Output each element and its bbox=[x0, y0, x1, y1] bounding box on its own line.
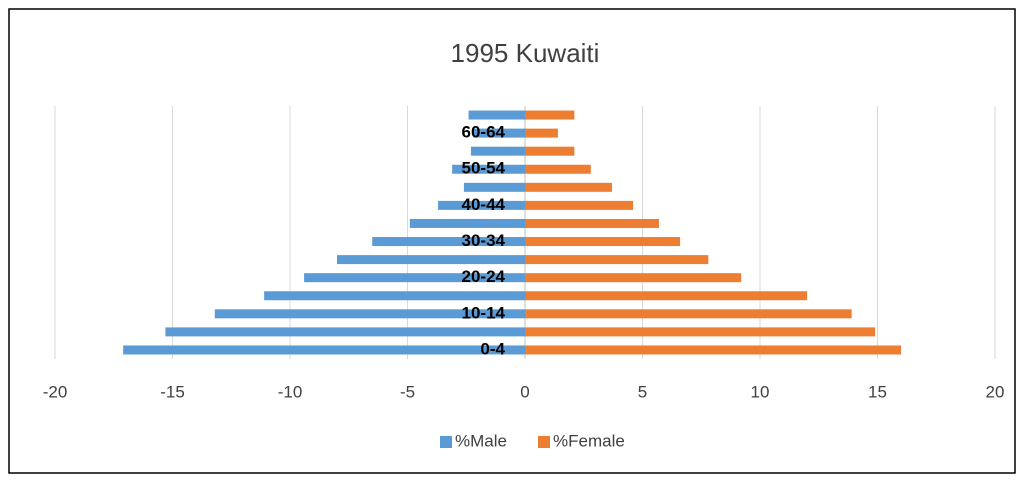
bar bbox=[438, 200, 525, 210]
bar bbox=[525, 255, 709, 265]
x-tick-label: -10 bbox=[278, 382, 303, 401]
legend-label: %Female bbox=[553, 431, 625, 450]
bar bbox=[525, 291, 807, 301]
x-tick-label: -20 bbox=[43, 382, 68, 401]
bar bbox=[525, 218, 659, 228]
bar bbox=[165, 327, 525, 337]
x-tick-label: -5 bbox=[400, 382, 415, 401]
bar bbox=[470, 146, 525, 156]
legend-swatch bbox=[440, 436, 452, 448]
bar bbox=[463, 182, 525, 192]
bar bbox=[372, 237, 525, 247]
x-tick-label: 15 bbox=[868, 382, 887, 401]
bar bbox=[525, 128, 558, 138]
bar bbox=[409, 218, 525, 228]
x-tick-label: 10 bbox=[751, 382, 770, 401]
bar bbox=[473, 128, 525, 138]
x-tick-label: 0 bbox=[520, 382, 529, 401]
bar bbox=[525, 309, 852, 319]
bar bbox=[264, 291, 525, 301]
bar bbox=[214, 309, 526, 319]
x-tick-label: -15 bbox=[160, 382, 185, 401]
bar bbox=[525, 110, 575, 120]
y-tick-label: 30-34 bbox=[462, 231, 506, 250]
bar bbox=[468, 110, 525, 120]
x-tick-label: 5 bbox=[638, 382, 647, 401]
y-tick-label: 40-44 bbox=[462, 195, 506, 214]
bar bbox=[525, 146, 575, 156]
y-tick-label: 60-64 bbox=[462, 123, 506, 142]
y-tick-label: 10-14 bbox=[462, 303, 506, 322]
x-tick-label: 20 bbox=[986, 382, 1005, 401]
chart-title: 1995 Kuwaiti bbox=[451, 38, 600, 68]
bar bbox=[525, 164, 591, 174]
bar bbox=[525, 327, 876, 337]
bar bbox=[304, 273, 525, 283]
bar bbox=[525, 273, 742, 283]
bar bbox=[337, 255, 525, 265]
bar bbox=[525, 200, 634, 210]
y-tick-label: 20-24 bbox=[462, 267, 506, 286]
bar bbox=[525, 237, 681, 247]
legend-swatch bbox=[538, 436, 550, 448]
y-tick-label: 0-4 bbox=[480, 339, 505, 358]
bar bbox=[525, 182, 612, 192]
y-tick-label: 50-54 bbox=[462, 159, 506, 178]
bar bbox=[452, 164, 525, 174]
bar bbox=[525, 345, 901, 355]
bar bbox=[123, 345, 526, 355]
legend-label: %Male bbox=[455, 431, 507, 450]
